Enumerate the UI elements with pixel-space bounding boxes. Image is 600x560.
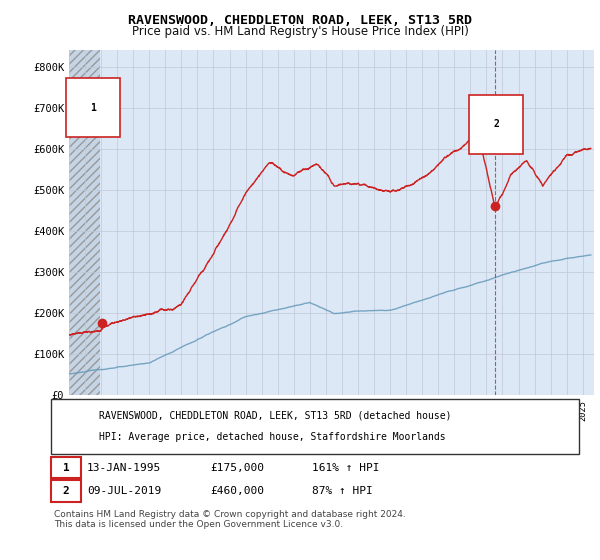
Bar <box>69 50 100 395</box>
Text: £175,000: £175,000 <box>210 463 264 473</box>
Text: 2: 2 <box>493 119 499 129</box>
Text: 1: 1 <box>90 103 96 113</box>
Text: Price paid vs. HM Land Registry's House Price Index (HPI): Price paid vs. HM Land Registry's House … <box>131 25 469 38</box>
Text: 161% ↑ HPI: 161% ↑ HPI <box>312 463 380 473</box>
Text: 13-JAN-1995: 13-JAN-1995 <box>87 463 161 473</box>
Text: 2: 2 <box>62 486 70 496</box>
Text: 09-JUL-2019: 09-JUL-2019 <box>87 486 161 496</box>
Text: Contains HM Land Registry data © Crown copyright and database right 2024.
This d: Contains HM Land Registry data © Crown c… <box>54 510 406 529</box>
Text: 87% ↑ HPI: 87% ↑ HPI <box>312 486 373 496</box>
Text: £460,000: £460,000 <box>210 486 264 496</box>
Text: HPI: Average price, detached house, Staffordshire Moorlands: HPI: Average price, detached house, Staf… <box>99 432 446 442</box>
Text: RAVENSWOOD, CHEDDLETON ROAD, LEEK, ST13 5RD: RAVENSWOOD, CHEDDLETON ROAD, LEEK, ST13 … <box>128 14 472 27</box>
Text: RAVENSWOOD, CHEDDLETON ROAD, LEEK, ST13 5RD (detached house): RAVENSWOOD, CHEDDLETON ROAD, LEEK, ST13 … <box>99 410 452 421</box>
Text: 1: 1 <box>62 463 70 473</box>
